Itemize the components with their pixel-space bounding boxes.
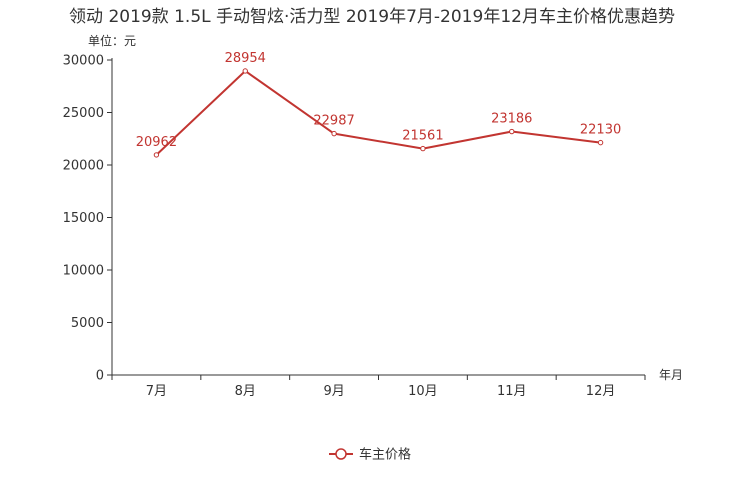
y-tick-label: 20000: [63, 159, 104, 174]
y-tick-label: 10000: [63, 264, 104, 279]
x-axis-name: 年月: [659, 368, 683, 382]
data-label: 21561: [402, 129, 443, 144]
x-tick-label: 11月: [497, 384, 527, 399]
data-label: 20962: [136, 135, 177, 150]
data-point: [420, 145, 426, 152]
axes: 0 5000 10000 15000 20000 25000 30000 7月 8月 9月 10月 1…: [63, 54, 683, 400]
x-tick-label: 10月: [408, 384, 438, 399]
chart-title: 领动 2019款 1.5L 手动智炫·活力型 2019年7月-2019年12月车…: [69, 7, 675, 27]
x-tick-label: 9月: [323, 384, 344, 399]
data-point: [242, 68, 248, 74]
x-tick-label: 7月: [146, 384, 167, 399]
data-point: [331, 130, 337, 137]
x-tick-label: 8月: [235, 384, 256, 399]
series-line-path: [155, 69, 601, 156]
data-label: 28954: [225, 51, 266, 66]
data-point: [597, 139, 604, 146]
y-tick-label: 15000: [63, 211, 104, 226]
unit-label: 单位：元: [88, 33, 136, 48]
data-point: [509, 128, 515, 135]
y-tick-label: 5000: [71, 316, 104, 331]
data-point: [153, 152, 160, 158]
data-label: 22130: [580, 123, 621, 138]
x-tick-label: 12月: [586, 384, 616, 399]
data-label: 23186: [491, 112, 532, 127]
y-tick-label: 30000: [63, 54, 104, 69]
legend-marker-icon: [335, 448, 347, 460]
series-line: 20962 28954 22987 21561 23186 22130: [136, 51, 621, 158]
y-tick-label: 25000: [63, 106, 104, 121]
data-label: 22987: [313, 114, 354, 129]
y-tick-label: 0: [96, 369, 104, 384]
legend[interactable]: 车主价格: [329, 447, 411, 463]
legend-label: 车主价格: [359, 447, 411, 463]
